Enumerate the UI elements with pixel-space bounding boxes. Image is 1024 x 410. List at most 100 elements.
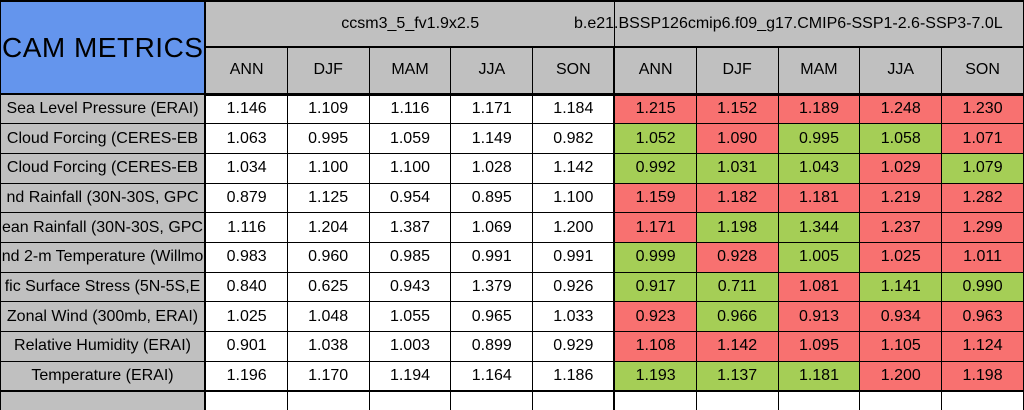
row-label-text: Relative Humidity (ERAI) [14, 337, 191, 355]
row-label: fic Surface Stress (5N-5S,E [0, 271, 207, 303]
metric-value-cell: 1.186 [532, 360, 615, 392]
season-header-m1-ann: ANN [204, 46, 288, 96]
table-row: fic Surface Stress (5N-5S,E 0.840 0.625 0.9… [0, 271, 1024, 303]
metric-value-cell: 0.711 [695, 271, 779, 303]
season-header-m2-jja: JJA [859, 46, 943, 96]
row-label-text: nd Rainfall (30N-30S, GPC [6, 188, 199, 206]
metric-value-cell: 1.052 [613, 123, 697, 154]
metric-value-cell: 1.043 [777, 152, 861, 184]
metric-value-cell: 0.995 [777, 123, 861, 154]
metric-value-cell: 0.928 [695, 241, 779, 273]
metric-value-cell: 1.028 [450, 152, 534, 184]
metric-value-cell: 1.149 [450, 123, 534, 154]
metric-value-cell: 1.031 [695, 152, 779, 184]
metric-value-cell: 1.005 [777, 241, 861, 273]
metric-value-cell: 1.152 [695, 93, 779, 125]
table-row: Sea Level Pressure (ERAI) 1.146 1.109 1.116… [0, 93, 1024, 125]
metric-value-cell: 1.071 [941, 123, 1024, 154]
row-label: Relative Humidity (ERAI) [0, 331, 207, 362]
metric-value-cell: 1.219 [859, 182, 943, 214]
metric-value-cell: 0.999 [613, 241, 697, 273]
model-header-row: CAM METRICS ccsm3_5_fv1.9x2.5 b.e21.BSSP… [0, 0, 1024, 95]
season-header-m2-djf: DJF [695, 46, 779, 96]
row-label [0, 389, 207, 410]
row-label-text: Sea Level Pressure (ERAI) [6, 100, 199, 118]
metric-value-cell: 1.100 [286, 152, 370, 184]
metric-value-cell: 1.181 [777, 360, 861, 392]
metric-value-cell: 0.965 [450, 301, 534, 332]
season-header-m2-son: SON [941, 46, 1024, 96]
metric-value-cell: 1.025 [204, 301, 288, 332]
table-row: Zonal Wind (300mb, ERAI) 1.025 1.048 1.055 0… [0, 301, 1024, 332]
metric-value-cell: 1.379 [450, 271, 534, 303]
metric-value-cell: 0.625 [286, 271, 370, 303]
metric-value-cell: 0.923 [613, 301, 697, 332]
season-header-m1-mam: MAM [368, 46, 452, 96]
metric-value-cell: 1.025 [859, 241, 943, 273]
metric-value-cell: 1.079 [941, 152, 1024, 184]
metric-value-cell: 0.963 [941, 301, 1024, 332]
metric-value-cell: 1.189 [777, 93, 861, 125]
row-label: Zonal Wind (300mb, ERAI) [0, 301, 207, 332]
metric-value-cell: 1.171 [613, 212, 697, 243]
metric-value-cell: 1.282 [941, 182, 1024, 214]
row-label: nd 2-m Temperature (Willmo [0, 241, 207, 273]
metric-value-cell: 1.164 [450, 360, 534, 392]
row-label: Cloud Forcing (CERES-EB [0, 123, 207, 154]
table-row: Temperature (ERAI) 1.196 1.170 1.194 1.164 1.… [0, 360, 1024, 392]
row-label-text: Temperature (ERAI) [31, 366, 174, 384]
page-title: CAM METRICS [0, 0, 207, 95]
metrics-tbody: Sea Level Pressure (ERAI) 1.146 1.109 1.116… [0, 93, 1024, 410]
table-row-partial [0, 389, 1024, 410]
metric-value-cell [613, 389, 697, 410]
metric-value-cell [368, 389, 452, 410]
metric-value-cell: 1.108 [613, 331, 697, 362]
season-header-m2-ann: ANN [613, 46, 697, 96]
metric-value-cell: 0.917 [613, 271, 697, 303]
row-label-text: nd 2-m Temperature (Willmo [1, 248, 204, 266]
metric-value-cell: 1.105 [859, 331, 943, 362]
metric-value-cell: 1.196 [204, 360, 288, 392]
table-row: Relative Humidity (ERAI) 0.901 1.038 1.003 0… [0, 331, 1024, 362]
metric-value-cell: 1.059 [368, 123, 452, 154]
metric-value-cell: 1.200 [859, 360, 943, 392]
metric-value-cell: 0.991 [532, 241, 615, 273]
metric-value-cell: 1.125 [286, 182, 370, 214]
model1-header: ccsm3_5_fv1.9x2.5 [204, 0, 615, 48]
metric-value-cell: 1.034 [204, 152, 288, 184]
metric-value-cell: 1.198 [695, 212, 779, 243]
metric-value-cell: 0.983 [204, 241, 288, 273]
metric-value-cell: 0.982 [532, 123, 615, 154]
metric-value-cell: 1.171 [450, 93, 534, 125]
row-label: ean Rainfall (30N-30S, GPC [0, 212, 207, 243]
model2-header: b.e21.BSSP126cmip6.f09_g17.CMIP6-SSP1-2.… [574, 0, 1024, 48]
metric-value-cell: 1.170 [286, 360, 370, 392]
metric-value-cell: 1.198 [941, 360, 1024, 392]
metric-value-cell [777, 389, 861, 410]
metric-value-cell: 1.193 [613, 360, 697, 392]
metric-value-cell: 1.055 [368, 301, 452, 332]
row-label-text: fic Surface Stress (5N-5S,E [4, 277, 201, 295]
metric-value-cell: 1.109 [286, 93, 370, 125]
row-label-text: Zonal Wind (300mb, ERAI) [6, 307, 199, 325]
metric-value-cell: 0.943 [368, 271, 452, 303]
metric-value-cell: 1.230 [941, 93, 1024, 125]
metric-value-cell: 1.029 [859, 152, 943, 184]
table-row: Cloud Forcing (CERES-EB 1.063 0.995 1.059 1.… [0, 123, 1024, 154]
row-label-text: Cloud Forcing (CERES-EB [6, 129, 199, 147]
metric-value-cell: 1.116 [204, 212, 288, 243]
metric-value-cell: 1.081 [777, 271, 861, 303]
metric-value-cell: 1.204 [286, 212, 370, 243]
table-row: nd Rainfall (30N-30S, GPC 0.879 1.125 0.954… [0, 182, 1024, 214]
table-row: ean Rainfall (30N-30S, GPC 1.116 1.204 1.38… [0, 212, 1024, 243]
row-label: Temperature (ERAI) [0, 360, 207, 392]
metric-value-cell: 1.137 [695, 360, 779, 392]
metric-value-cell: 0.929 [532, 331, 615, 362]
metric-value-cell: 1.003 [368, 331, 452, 362]
metric-value-cell: 1.011 [941, 241, 1024, 273]
metric-value-cell: 1.063 [204, 123, 288, 154]
metric-value-cell: 1.387 [368, 212, 452, 243]
metric-value-cell: 0.991 [450, 241, 534, 273]
metric-value-cell: 1.048 [286, 301, 370, 332]
